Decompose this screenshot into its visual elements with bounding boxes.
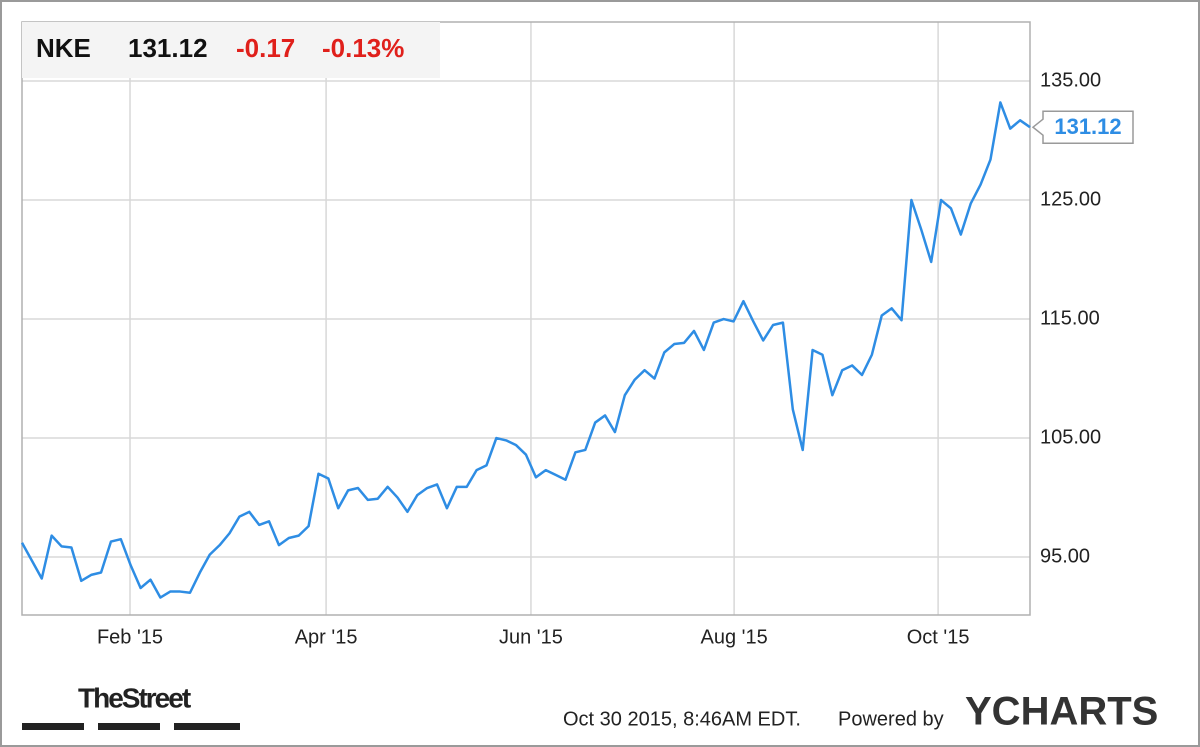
y-tick-label: 135.00 bbox=[1040, 69, 1101, 91]
x-tick-label: Apr '15 bbox=[295, 626, 358, 648]
timestamp: Oct 30 2015, 8:46AM EDT. bbox=[563, 708, 801, 730]
publisher: TheStreet bbox=[78, 682, 191, 713]
last-price: 131.12 bbox=[128, 33, 208, 63]
powered-by: Powered by bbox=[838, 708, 944, 730]
last-value-box bbox=[1031, 110, 1134, 144]
change-pct: -0.13% bbox=[322, 33, 404, 63]
grid bbox=[22, 22, 1030, 615]
plot-area bbox=[21, 21, 1031, 616]
y-tick-label: 115.00 bbox=[1040, 307, 1100, 329]
publisher-bar bbox=[174, 723, 240, 730]
header-box bbox=[22, 22, 440, 78]
x-tick-label: Oct '15 bbox=[907, 626, 970, 648]
publisher-bar bbox=[22, 723, 84, 730]
brand: YCHARTS bbox=[965, 690, 1158, 734]
y-tick-label: 125.00 bbox=[1040, 188, 1101, 210]
x-tick-label: Jun '15 bbox=[499, 626, 563, 648]
change: -0.17 bbox=[236, 33, 295, 63]
ticker: NKE bbox=[36, 33, 91, 63]
marks bbox=[20, 101, 1031, 599]
publisher-bar bbox=[98, 723, 160, 730]
y-tick-label: 95.00 bbox=[1040, 545, 1090, 567]
x-tick-label: Aug '15 bbox=[701, 626, 768, 648]
last-value-label: 131.12 bbox=[1054, 114, 1121, 139]
x-tick-label: Feb '15 bbox=[97, 626, 163, 648]
y-tick-label: 105.00 bbox=[1040, 426, 1101, 448]
price-line bbox=[20, 101, 1031, 599]
